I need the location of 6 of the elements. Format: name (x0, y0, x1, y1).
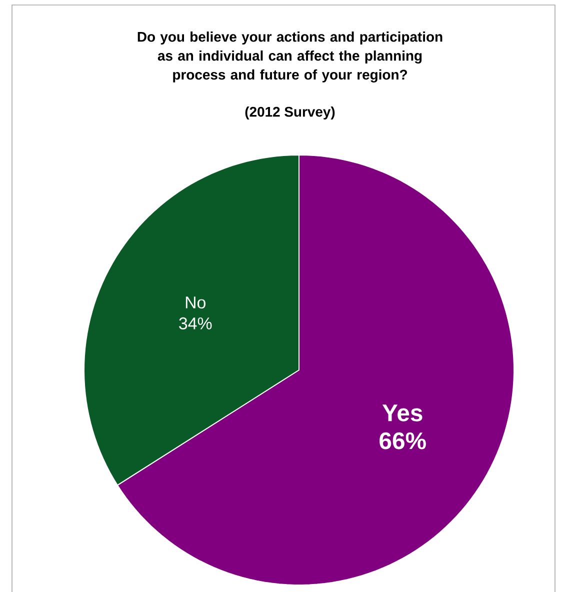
slice-label: Yes (382, 404, 422, 422)
slice-label: No (186, 296, 206, 308)
chart-title: Do you believe your actions and participation as an individual can affect the planning process and future of your region? (138, 32, 442, 82)
data-label: 34% (179, 317, 212, 330)
data-label: 66% (380, 432, 426, 450)
chart-subtitle: (2012 Survey) (245, 106, 335, 120)
